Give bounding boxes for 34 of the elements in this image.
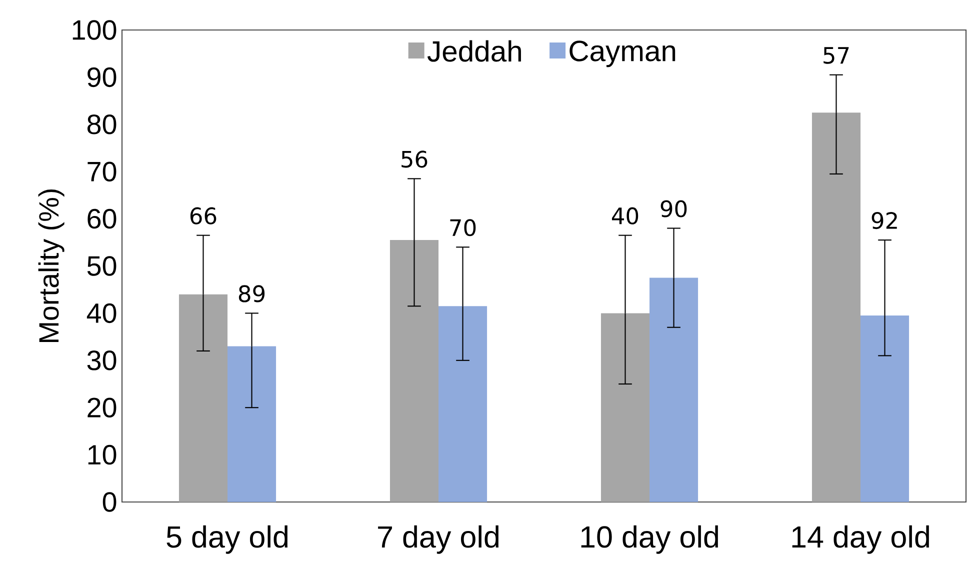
y-tick-label: 40 <box>86 303 116 324</box>
y-tick-label: 100 <box>72 20 116 40</box>
y-tick-label: 10 <box>88 444 116 465</box>
y-tick-label: 50 <box>87 256 116 276</box>
bar <box>438 306 488 502</box>
y-tick-label: 70 <box>88 162 116 182</box>
y-tick-label: 30 <box>87 350 116 370</box>
y-tick-label: 80 <box>87 114 116 134</box>
annotation: 40 <box>612 207 638 224</box>
bar <box>812 112 861 502</box>
x-tick-label: 7 day old <box>378 525 498 554</box>
x-tick-label: 5 day old <box>166 525 288 554</box>
legend-label: Cayman <box>570 40 676 68</box>
bar <box>178 294 228 502</box>
annotation: 66 <box>190 207 216 224</box>
annotation: 70 <box>450 219 476 236</box>
legend-label: Jeddah <box>427 40 521 62</box>
bar <box>650 278 698 502</box>
x-tick-label: 14 day old <box>792 525 929 554</box>
y-tick-label: 60 <box>88 208 116 229</box>
bar <box>228 346 276 502</box>
bar <box>860 316 910 502</box>
annotation: 89 <box>238 285 265 302</box>
x-tick-label: 10 day old <box>581 525 718 554</box>
y-tick-label: 0 <box>102 492 116 512</box>
y-tick-label: 20 <box>88 398 116 418</box>
y-axis-title: Mortality (%) <box>38 189 64 342</box>
annotation: 57 <box>824 47 849 64</box>
annotation: 56 <box>402 150 428 168</box>
annotation: 92 <box>872 212 897 230</box>
bar <box>390 240 438 502</box>
y-tick-label: 90 <box>88 67 116 88</box>
annotation: 90 <box>660 200 687 218</box>
bar <box>600 313 650 502</box>
